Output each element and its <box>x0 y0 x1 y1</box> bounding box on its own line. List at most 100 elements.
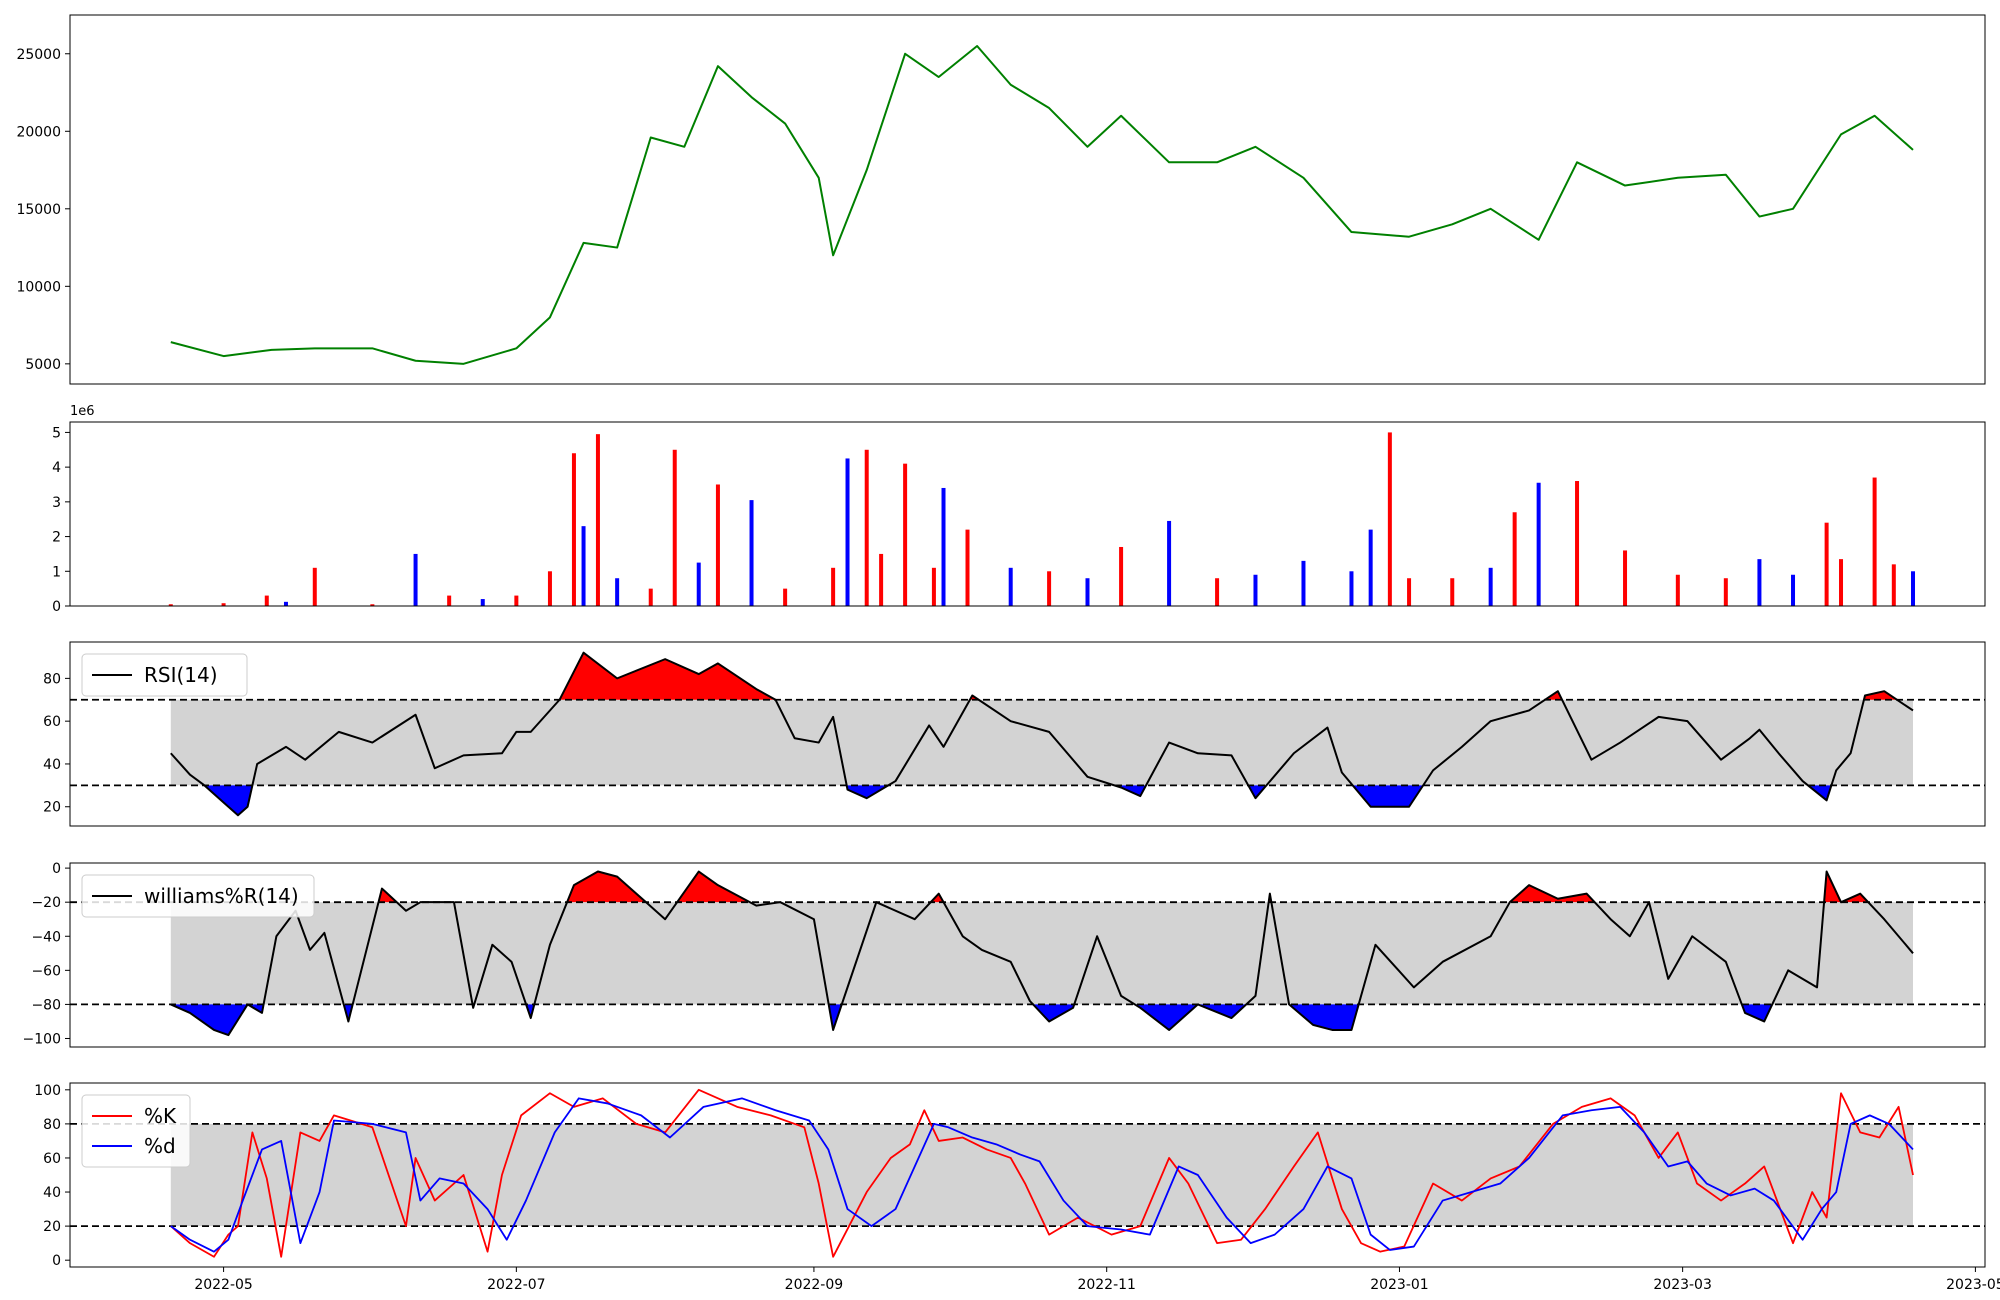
volume-bar <box>831 567 836 606</box>
volume-bar <box>1407 578 1412 606</box>
stochastic-ytick-label: 80 <box>43 1117 61 1133</box>
volume-bar <box>1253 574 1258 606</box>
volume-bar <box>413 553 418 606</box>
volume-ytick-label: 0 <box>52 599 61 615</box>
volume-bar <box>1119 546 1124 606</box>
volume-bar <box>1301 560 1306 606</box>
rsi-plot-area <box>70 651 1985 817</box>
volume-bar <box>1723 578 1728 606</box>
williams-plot-area <box>70 870 1985 1037</box>
volume-bar <box>1047 571 1052 606</box>
stochastic-ytick-label: 0 <box>52 1253 61 1269</box>
rsi-ytick-label: 20 <box>43 800 61 816</box>
williams-panel: −100 −80 −60 −40 −20 0 williams%R(14) <box>23 861 1986 1048</box>
volume-bar <box>1536 482 1541 606</box>
volume-bar <box>783 588 788 606</box>
volume-panel: 0 1 2 3 4 5 1e6 <box>52 404 1986 615</box>
williams-ytick-label: 0 <box>52 861 61 877</box>
volume-bar <box>1349 571 1354 606</box>
volume-bar <box>1675 574 1680 606</box>
volume-frame <box>69 421 1986 607</box>
williams-legend-label-0: williams%R(14) <box>144 884 299 908</box>
volume-bar <box>370 604 375 606</box>
rsi-ytick-label: 60 <box>43 714 61 730</box>
stochastic-ytick-label: 100 <box>34 1083 61 1099</box>
stochastic-legend-label-1: %d <box>144 1134 176 1158</box>
price-line <box>170 45 1914 365</box>
williams-ytick-label: −60 <box>31 963 61 979</box>
x-tick-label: 2023-05 <box>1946 1277 2000 1293</box>
volume-ytick-label: 1 <box>52 564 61 580</box>
williams-frame <box>69 862 1986 1048</box>
price-frame <box>69 14 1986 385</box>
volume-bar <box>965 529 970 606</box>
stochastic-ytick-label: 40 <box>43 1185 61 1201</box>
volume-bar <box>595 434 600 606</box>
volume-ytick-label: 2 <box>52 530 61 546</box>
volume-bar <box>1911 571 1916 606</box>
stochastic-series-line-1 <box>170 1097 1914 1253</box>
rsi-legend-label-0: RSI(14) <box>144 663 218 687</box>
volume-bar <box>1839 559 1844 606</box>
volume-bar <box>1872 477 1877 606</box>
volume-bar <box>941 487 946 606</box>
volume-bar <box>480 599 485 606</box>
williams-ytick-label: −40 <box>31 929 61 945</box>
volume-bar <box>696 562 701 606</box>
volume-bar <box>1512 512 1517 606</box>
volume-bar <box>648 588 653 606</box>
volume-bar <box>547 571 552 606</box>
volume-bar <box>168 604 173 606</box>
volume-bar <box>581 526 586 606</box>
volume-bar <box>1791 574 1796 606</box>
volume-bar <box>1368 529 1373 606</box>
williams-overbought-fill <box>170 871 1914 903</box>
volume-ytick-label: 4 <box>52 460 61 476</box>
price-ytick-label: 10000 <box>16 279 61 295</box>
volume-bar <box>749 500 754 606</box>
x-tick-label: 2022-11 <box>1077 1277 1136 1293</box>
volume-ytick-label: 5 <box>52 425 61 441</box>
volume-offset-label: 1e6 <box>70 404 95 419</box>
williams-line <box>170 870 1914 1037</box>
x-tick-label: 2023-03 <box>1653 1277 1712 1293</box>
price-ytick-label: 15000 <box>16 202 61 218</box>
rsi-threshold-band <box>170 699 1914 786</box>
volume-bar <box>1085 578 1090 606</box>
volume-bar <box>903 463 908 606</box>
volume-bar <box>1757 559 1762 606</box>
volume-bar <box>571 453 576 606</box>
rsi-frame <box>69 641 1986 827</box>
volume-bar <box>264 595 269 606</box>
rsi-overbought-fill <box>170 653 1914 700</box>
volume-bar <box>672 449 677 606</box>
volume-bar <box>845 458 850 606</box>
williams-legend-box <box>81 874 315 918</box>
price-panel: 5000 10000 15000 20000 25000 <box>16 14 1986 385</box>
stochastic-legend-label-0: %K <box>144 1104 177 1128</box>
panels: 5000100001500020000250000123451e62040608… <box>16 14 1986 1269</box>
stochastic-series-line-0 <box>170 1088 1914 1258</box>
volume-bar <box>1488 567 1493 606</box>
stochastic-panel: 0 20 40 60 80 100 %K %d <box>34 1082 1986 1269</box>
volume-bar <box>312 567 317 606</box>
volume-bar <box>1008 567 1013 606</box>
rsi-ytick-label: 80 <box>43 671 61 687</box>
stochastic-threshold-band <box>170 1123 1914 1227</box>
stochastic-frame <box>69 1082 1986 1268</box>
volume-bar <box>283 601 288 606</box>
x-tick-label: 2022-05 <box>194 1277 253 1293</box>
x-tick-label: 2022-09 <box>785 1277 844 1293</box>
rsi-legend-box <box>81 653 248 697</box>
stochastic-legend-box <box>81 1094 191 1168</box>
volume-bar <box>864 449 869 606</box>
stochastic-plot-area <box>70 1088 1985 1258</box>
volume-bar <box>1575 481 1580 606</box>
volume-bar <box>1167 520 1172 606</box>
price-ytick-label: 25000 <box>16 47 61 63</box>
volume-bar <box>514 595 519 606</box>
volume-bar <box>715 484 720 606</box>
williams-threshold-band <box>170 902 1914 1005</box>
